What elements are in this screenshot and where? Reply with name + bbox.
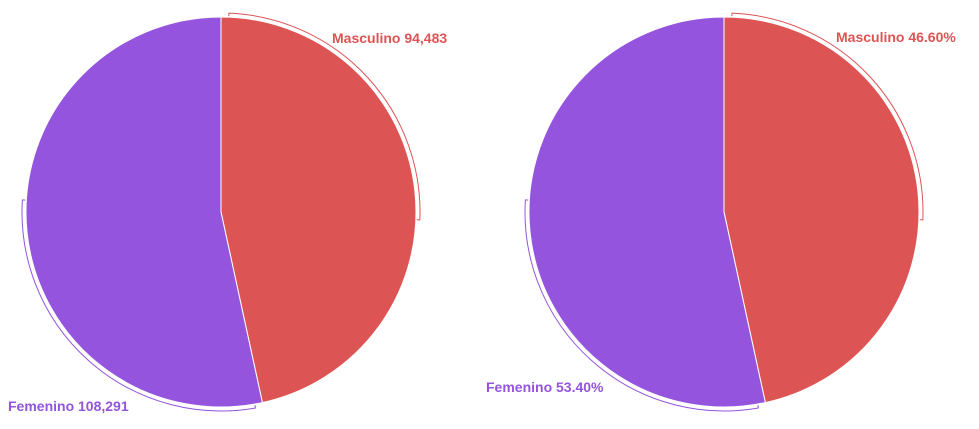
data-label-masculino: Masculino 94,483: [332, 30, 447, 46]
label-bracket-femenino: [21, 199, 257, 412]
slice-femenino: [25, 16, 263, 408]
label-bracket-masculino: [731, 12, 924, 221]
label-bracket-femenino: [524, 199, 759, 412]
slice-masculino: [723, 16, 920, 404]
slice-masculino: [220, 16, 417, 404]
label-bracket-masculino: [228, 12, 421, 221]
data-label-femenino: Femenino 53.40%: [486, 379, 604, 395]
data-label-femenino: Femenino 108,291: [8, 398, 129, 414]
pie-chart-counts: Masculino 94,483 Femenino 108,291: [8, 12, 447, 414]
data-label-masculino: Masculino 46.60%: [836, 29, 956, 45]
pie-chart-percentages: Masculino 46.60% Femenino 53.40%: [486, 12, 956, 412]
slice-femenino: [528, 16, 766, 408]
